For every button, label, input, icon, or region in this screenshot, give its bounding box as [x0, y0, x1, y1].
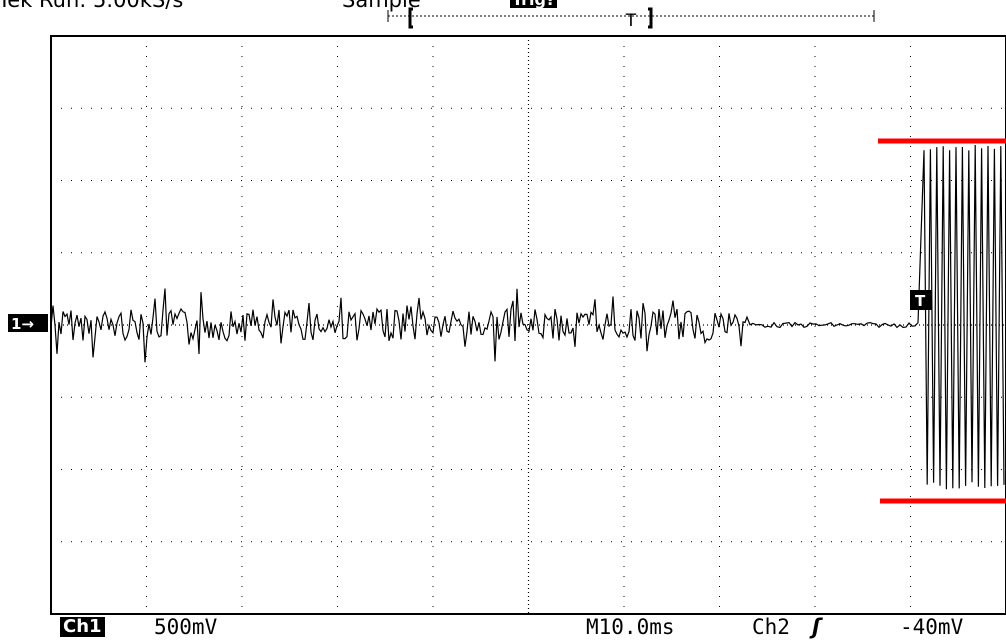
- volts-per-div-readout: 500mV: [154, 615, 218, 639]
- trigger-position-marker: T: [625, 11, 637, 31]
- scope-readout-bar: Ch1 500mV M10.0ms Ch2 ʃ -40mV: [0, 612, 1006, 640]
- graticule-grid: [51, 36, 1006, 614]
- scope-status-bar: Tek Run: 5.00kS/s Sample Trig?: [0, 0, 1006, 36]
- channel-1-ground-marker[interactable]: 1→: [8, 314, 48, 333]
- channel-badge: Ch1: [60, 617, 105, 637]
- trigger-level-label: T: [915, 292, 926, 310]
- record-window-right-bracket: [648, 7, 653, 29]
- trigger-status-badge: Trig?: [510, 0, 558, 8]
- timebase-readout: M10.0ms: [586, 615, 675, 639]
- record-length-indicator: T: [387, 7, 875, 31]
- channel-marker-label: 1→: [11, 315, 34, 333]
- trigger-level-marker[interactable]: T: [910, 290, 932, 310]
- rising-edge-icon: ʃ: [812, 615, 821, 639]
- acquisition-mode: Sample: [342, 0, 421, 12]
- record-window-left-bracket: [408, 7, 413, 29]
- acquisition-run-status: Tek Run: 5.00kS/s: [0, 0, 184, 12]
- ch1-waveform: [50, 144, 1005, 490]
- trigger-level-readout: -40mV: [900, 615, 964, 639]
- trigger-source-readout: Ch2: [752, 615, 790, 639]
